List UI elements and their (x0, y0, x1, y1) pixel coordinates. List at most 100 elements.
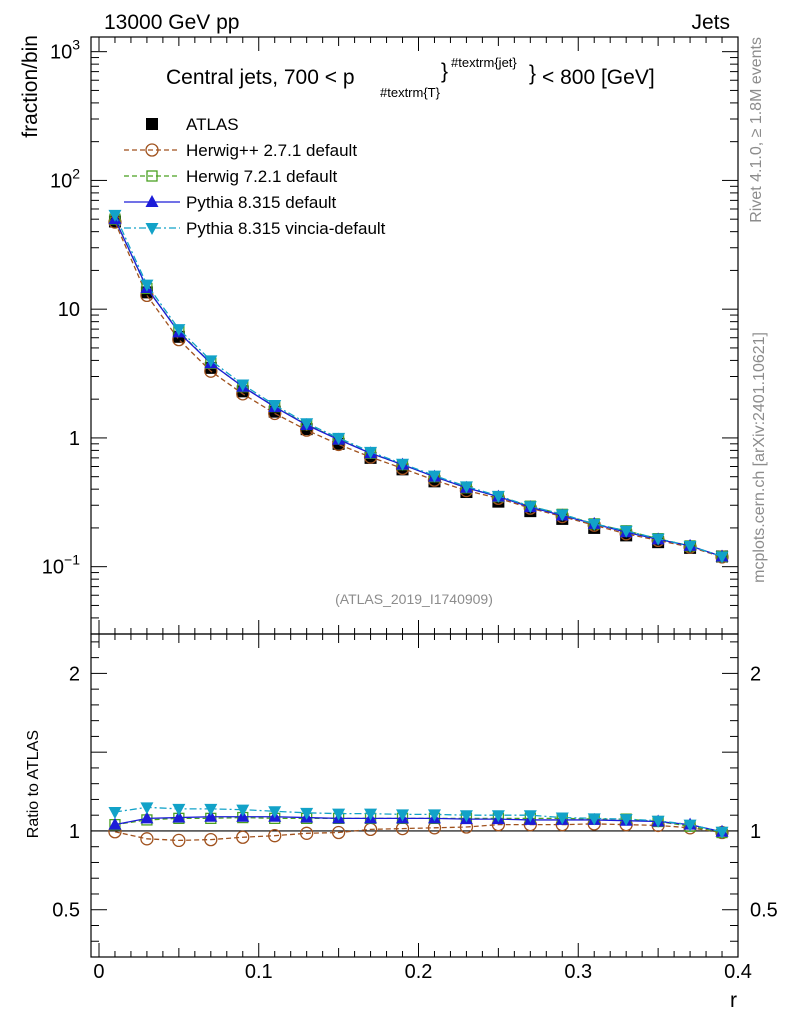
ratio-point-pythia-8-315-vincia-default (108, 807, 122, 820)
mcplots-label: mcplots.cern.ch [arXiv:2401.10621] (751, 332, 768, 583)
rivet-label: Rivet 4.1.0, ≥ 1.8M events (748, 37, 765, 223)
ratio-point-pythia-8-315-default (140, 811, 154, 824)
ratio-y-tick-label: 2 (69, 663, 80, 685)
ratio-point-herwig-2-7-1-default (236, 830, 250, 844)
main-point-pythia-8-315-vincia-default (236, 379, 250, 392)
main-point-pythia-8-315-vincia-default (396, 458, 410, 471)
ratio-point-pythia-8-315-default (172, 810, 186, 823)
ratio-line-herwig-2-7-1-default (114, 823, 723, 842)
ratio-point-pythia-8-315-vincia-default (427, 809, 441, 822)
main-point-pythia-8-315-vincia-default (108, 209, 122, 222)
ratio-point-pythia-8-315-vincia-default (140, 802, 154, 815)
title-subscript: #textrm{T} (380, 85, 441, 100)
main-point-pythia-8-315-vincia-default (715, 551, 729, 564)
legend-label-pythia-8-315-default: Pythia 8.315 default (186, 193, 337, 212)
x-tick-label: 0.3 (564, 961, 592, 983)
legend: ATLAS Herwig++ 2.7.1 default Herwig 7.2.1 … (124, 115, 386, 238)
x-tick-label: 0 (93, 961, 104, 983)
main-point-pythia-8-315-vincia-default (268, 400, 282, 413)
title-brace-close-sup: } (529, 62, 536, 85)
ratio-y-tick-label-right: 1 (750, 821, 761, 843)
ratio-point-pythia-8-315-vincia-default (300, 807, 314, 820)
main-point-pythia-8-315-vincia-default (427, 470, 441, 483)
ratio-point-pythia-8-315-vincia-default (491, 810, 505, 823)
ratio-point-pythia-8-315-vincia-default (651, 815, 665, 828)
legend-label-herwig-7-2-1-default: Herwig 7.2.1 default (186, 167, 337, 186)
main-axis-ticks: 10−1 1 10 102 103 (42, 37, 739, 635)
ratio-point-herwig-2-7-1-default (331, 825, 346, 840)
xlabel: r (730, 989, 737, 1012)
chart-title: Central jets, 700 < p #textrm{T} } #text… (166, 55, 655, 100)
ratio-point-pythia-8-315-vincia-default (268, 806, 282, 819)
legend-label-herwig-2-7-1-default: Herwig++ 2.7.1 default (186, 141, 357, 160)
ratio-point-pythia-8-315-vincia-default (619, 814, 633, 827)
ratio-point-pythia-8-315-vincia-default (715, 826, 729, 839)
main-point-pythia-8-315-vincia-default (651, 533, 665, 546)
x-tick-label: 0.4 (724, 961, 752, 983)
main-line-pythia-8-315-default (114, 218, 723, 558)
main-point-pythia-8-315-vincia-default (332, 432, 346, 445)
legend-marker-pythia-8-315-default (145, 195, 159, 207)
ratio-point-herwig-2-7-1-default (172, 833, 186, 848)
ratio-line-pythia-8-315-default (114, 816, 723, 833)
main-point-pythia-8-315-vincia-default (619, 525, 633, 538)
ratio-point-pythia-8-315-vincia-default (459, 810, 473, 823)
main-point-pythia-8-315-vincia-default (300, 418, 314, 431)
ratio-y-tick-label: 1 (69, 821, 80, 843)
main-ylabel: fraction/bin (19, 35, 42, 138)
main-series-group (108, 209, 729, 564)
main-line-herwig-2-7-1-default (114, 221, 723, 558)
ratio-axis-ticks: 0 0.1 0.2 0.3 0.4 0.5 0.5 1 1 2 2 (52, 634, 778, 983)
ratio-frame (90, 633, 739, 958)
title-superscript: #textrm{jet} (451, 55, 517, 70)
main-y-tick-label: 1 (69, 428, 80, 450)
main-point-pythia-8-315-vincia-default (364, 446, 378, 459)
ratio-point-pythia-8-315-vincia-default (555, 812, 569, 825)
main-point-pythia-8-315-vincia-default (555, 509, 569, 522)
ratio-point-herwig-2-7-1-default (300, 826, 314, 840)
title-brace-close-sub: } (441, 60, 448, 83)
ratio-y-tick-label-right: 0.5 (750, 900, 778, 922)
main-point-pythia-8-315-vincia-default (523, 501, 537, 514)
ratio-line-pythia-8-315-vincia-default (114, 806, 723, 833)
header-left: 13000 GeV pp (104, 11, 239, 34)
ratio-point-pythia-8-315-vincia-default (236, 804, 250, 817)
ratio-point-pythia-8-315-vincia-default (523, 810, 537, 823)
analysis-watermark: (ATLAS_2019_I1740909) (335, 591, 493, 607)
main-point-pythia-8-315-vincia-default (587, 518, 601, 531)
legend-marker-pythia-8-315-vincia-default (145, 223, 159, 235)
legend-marker-herwig-2-7-1-default (145, 143, 159, 157)
ratio-point-pythia-8-315-vincia-default (204, 803, 218, 816)
main-y-tick-label: 10 (58, 299, 80, 321)
legend-marker-atlas (146, 118, 158, 130)
ratio-y-tick-label: 0.5 (52, 900, 80, 922)
x-tick-label: 0.1 (245, 961, 273, 983)
main-point-pythia-8-315-vincia-default (172, 324, 186, 337)
ratio-point-pythia-8-315-vincia-default (332, 808, 346, 821)
main-y-tick-label: 102 (50, 165, 80, 192)
ratio-point-pythia-8-315-default (108, 817, 122, 830)
ratio-point-pythia-8-315-vincia-default (683, 819, 697, 832)
main-line-pythia-8-315-vincia-default (114, 214, 723, 558)
ratio-ylabel: Ratio to ATLAS (25, 730, 42, 838)
ratio-point-pythia-8-315-vincia-default (587, 813, 601, 826)
main-point-pythia-8-315-vincia-default (140, 279, 154, 292)
main-point-pythia-8-315-vincia-default (491, 490, 505, 503)
title-prefix: Central jets, 700 < p (166, 66, 355, 89)
header-right: Jets (691, 11, 730, 34)
ratio-point-herwig-2-7-1-default (140, 832, 154, 846)
ratio-point-herwig-2-7-1-default (268, 829, 282, 843)
ratio-point-herwig-2-7-1-default (204, 832, 218, 847)
title-suffix: < 800 [GeV] (542, 66, 655, 89)
main-y-tick-label: 10−1 (42, 552, 80, 579)
ratio-y-tick-label-right: 2 (750, 663, 761, 685)
ratio-point-pythia-8-315-vincia-default (364, 808, 378, 821)
ratio-point-pythia-8-315-vincia-default (396, 809, 410, 822)
ratio-point-pythia-8-315-vincia-default (172, 803, 186, 816)
main-line-herwig-7-2-1-default (114, 218, 723, 558)
legend-label-atlas: ATLAS (186, 115, 239, 134)
x-tick-label: 0.2 (405, 961, 433, 983)
main-y-tick-label: 103 (50, 37, 80, 64)
main-point-pythia-8-315-vincia-default (459, 481, 473, 494)
